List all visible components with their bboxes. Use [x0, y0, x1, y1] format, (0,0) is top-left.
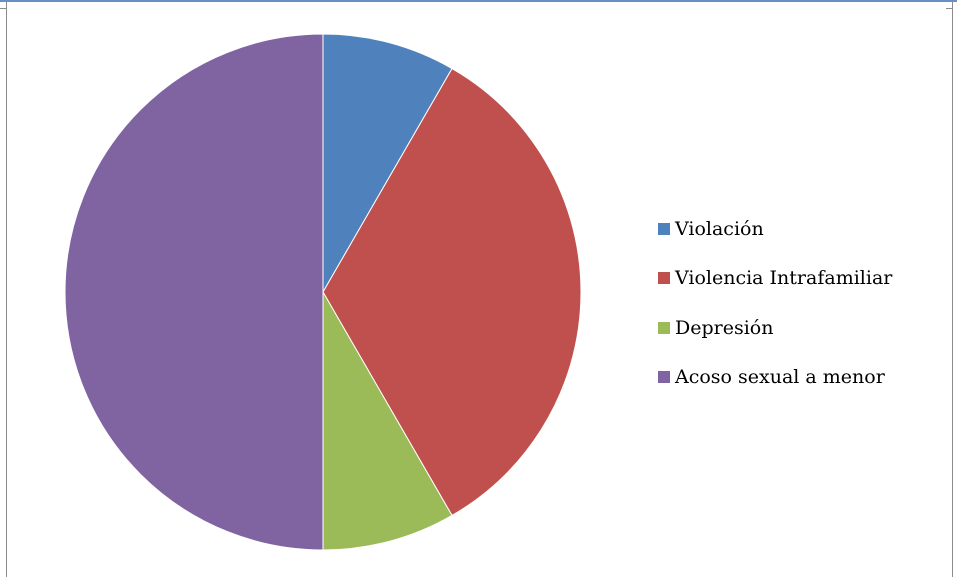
legend-item-acoso-sexual-a-menor: Acoso sexual a menor	[658, 353, 948, 403]
legend-label-depresion: Depresión	[675, 316, 774, 339]
right-border-line	[952, 2, 953, 577]
legend-swatch-violencia-intrafamiliar	[658, 272, 670, 285]
legend-item-violacion: Violación	[658, 204, 948, 254]
legend-label-violencia-intrafamiliar: Violencia Intrafamiliar	[675, 267, 893, 290]
pie-slice-acoso-sexual-a-menor	[64, 33, 324, 551]
pie-slice-violacion	[322, 33, 453, 294]
legend-swatch-depresion	[658, 321, 670, 334]
legend-swatch-violacion	[658, 222, 670, 235]
legend-swatch-acoso-sexual-a-menor	[658, 371, 670, 384]
left-border-line	[6, 2, 7, 577]
pie-slice-depresion	[322, 290, 453, 551]
legend-label-violacion: Violación	[675, 217, 764, 240]
chart-legend: Violación Violencia Intrafamiliar Depres…	[658, 204, 948, 402]
top-border-line	[0, 0, 957, 2]
right-corner-tick	[946, 2, 953, 9]
left-corner-tick	[0, 2, 7, 9]
legend-item-violencia-intrafamiliar: Violencia Intrafamiliar	[658, 254, 948, 304]
pie-slice-violencia-intrafamiliar	[322, 67, 582, 517]
legend-label-acoso-sexual-a-menor: Acoso sexual a menor	[675, 366, 885, 389]
legend-item-depresion: Depresión	[658, 303, 948, 353]
